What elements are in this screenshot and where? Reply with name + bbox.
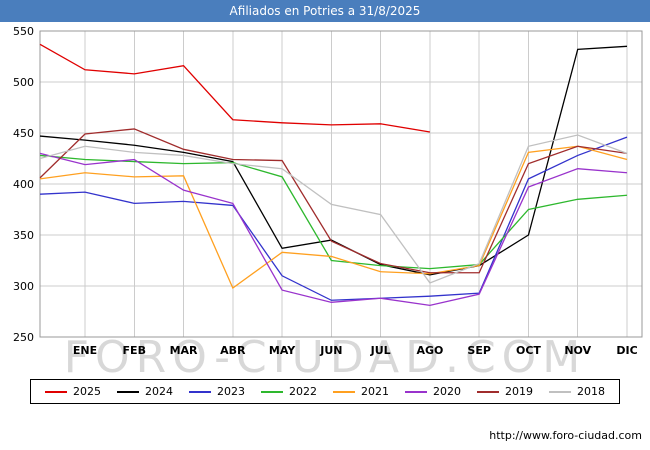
x-tick-label: ENE xyxy=(73,344,97,357)
x-tick-label: MAR xyxy=(170,344,198,357)
x-tick-label: NOV xyxy=(564,344,591,357)
legend-item-2021: 2021 xyxy=(333,385,389,398)
chart-title: Afiliados en Potries a 31/8/2025 xyxy=(229,4,421,18)
chart-area: FORO-CIUDAD.COM 250 300 350 400 450 500 550 ENE… xyxy=(0,22,650,383)
x-tick-label: AGO xyxy=(416,344,443,357)
legend-item-2022: 2022 xyxy=(261,385,317,398)
legend-item-2018: 2018 xyxy=(549,385,605,398)
legend-label: 2023 xyxy=(217,385,245,398)
legend-label: 2022 xyxy=(289,385,317,398)
watermark-text: FORO-CIUDAD.COM xyxy=(63,332,587,383)
legend-swatch-2022 xyxy=(261,390,283,393)
legend-item-2020: 2020 xyxy=(405,385,461,398)
legend-swatch-2021 xyxy=(333,390,355,393)
y-tick-label: 400 xyxy=(13,178,34,191)
line-chart: 250 300 350 400 450 500 550 ENE FEB MAR ABR MAY JUN J… xyxy=(13,25,643,357)
series-line-2020 xyxy=(39,152,628,307)
legend-item-2024: 2024 xyxy=(117,385,173,398)
legend: 2025 2024 2023 2022 2021 2020 2019 2018 xyxy=(30,379,620,404)
x-tick-label: JUN xyxy=(319,344,342,357)
series-line-2018 xyxy=(39,134,628,284)
legend-swatch-2024 xyxy=(117,390,139,393)
legend-swatch-2018 xyxy=(549,390,571,393)
legend-swatch-2020 xyxy=(405,390,427,393)
legend-label: 2020 xyxy=(433,385,461,398)
series-line-2023 xyxy=(39,136,628,301)
legend-label: 2025 xyxy=(73,385,101,398)
x-tick-label: FEB xyxy=(123,344,146,357)
footer-url[interactable]: http://www.foro-ciudad.com xyxy=(489,429,642,442)
legend-swatch-2023 xyxy=(189,390,211,393)
plot-border xyxy=(39,30,643,338)
legend-label: 2018 xyxy=(577,385,605,398)
title-bar: Afiliados en Potries a 31/8/2025 xyxy=(0,0,650,22)
x-tick-label: JUL xyxy=(370,344,391,357)
legend-label: 2024 xyxy=(145,385,173,398)
series-line-2025 xyxy=(39,43,431,133)
legend-item-2025: 2025 xyxy=(45,385,101,398)
x-tick-label: ABR xyxy=(220,344,246,357)
y-tick-label: 300 xyxy=(13,280,34,293)
legend-label: 2019 xyxy=(505,385,533,398)
x-tick-label: SEP xyxy=(467,344,491,357)
legend-swatch-2019 xyxy=(477,390,499,393)
x-tick-label: MAY xyxy=(269,344,296,357)
y-tick-label: 500 xyxy=(13,76,34,89)
y-tick-label: 250 xyxy=(13,331,34,344)
legend-swatch-2025 xyxy=(45,390,67,393)
y-tick-label: 550 xyxy=(13,25,34,38)
y-tick-label: 350 xyxy=(13,229,34,242)
y-tick-label: 450 xyxy=(13,127,34,140)
legend-label: 2021 xyxy=(361,385,389,398)
x-tick-label: DIC xyxy=(616,344,637,357)
legend-item-2019: 2019 xyxy=(477,385,533,398)
series-line-2021 xyxy=(39,145,628,290)
series-line-2019 xyxy=(39,128,628,274)
legend-item-2023: 2023 xyxy=(189,385,245,398)
x-tick-label: OCT xyxy=(516,344,541,357)
series-line-2022 xyxy=(39,154,628,270)
